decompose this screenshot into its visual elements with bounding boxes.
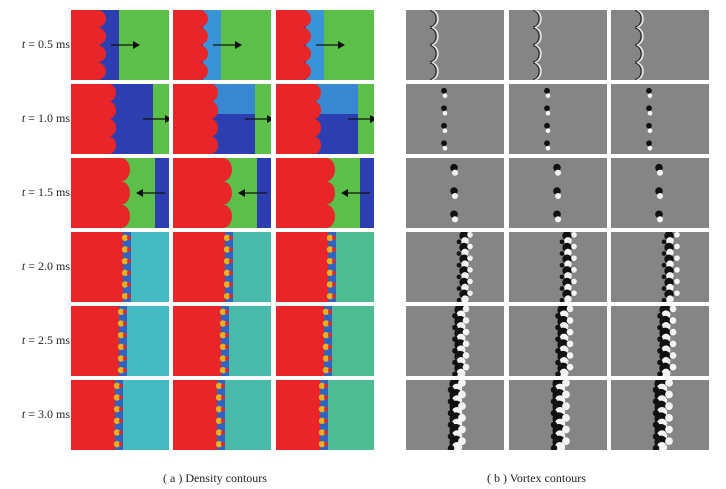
density-contour-panel <box>276 10 374 80</box>
vortex-contour-panel <box>611 306 709 376</box>
vortex-contour-panel <box>509 84 607 154</box>
time-value: = 0.5 ms <box>25 37 70 51</box>
time-variable: t <box>21 111 26 125</box>
density-contour-panel <box>71 84 169 154</box>
time-variable: t <box>21 333 26 347</box>
density-contour-panel <box>173 10 271 80</box>
time-label: t = 2.5 ms <box>0 333 70 348</box>
density-contour-panel <box>71 158 169 228</box>
density-contour-panel <box>276 232 374 302</box>
time-label: t = 0.5 ms <box>0 37 70 52</box>
density-contour-panel <box>173 306 271 376</box>
density-contour-panel <box>276 84 374 154</box>
time-label: t = 1.5 ms <box>0 185 70 200</box>
time-value: = 1.0 ms <box>25 111 70 125</box>
time-value: = 3.0 ms <box>25 407 70 421</box>
time-value: = 2.5 ms <box>25 333 70 347</box>
time-variable: t <box>21 185 26 199</box>
density-contour-panel <box>276 306 374 376</box>
vortex-contour-panel <box>509 232 607 302</box>
density-contour-panel <box>173 232 271 302</box>
time-label: t = 1.0 ms <box>0 111 70 126</box>
vortex-contour-panel <box>611 158 709 228</box>
vortex-contour-panel <box>406 306 504 376</box>
vortex-contour-panel <box>509 380 607 450</box>
vortex-contour-panel <box>611 380 709 450</box>
caption-vortex: ( b ) Vortex contours <box>487 471 586 485</box>
time-variable: t <box>21 407 26 421</box>
vortex-contour-panel <box>509 10 607 80</box>
time-label: t = 2.0 ms <box>0 259 70 274</box>
vortex-contour-panel <box>611 10 709 80</box>
time-variable: t <box>21 259 26 273</box>
vortex-contour-panel <box>406 380 504 450</box>
vortex-contour-panel <box>611 232 709 302</box>
density-contour-panel <box>71 10 169 80</box>
vortex-contour-panel <box>406 158 504 228</box>
density-contour-panel <box>173 84 271 154</box>
density-contour-panel <box>173 158 271 228</box>
vortex-contour-panel <box>406 10 504 80</box>
vortex-contour-panel <box>406 84 504 154</box>
time-value: = 2.0 ms <box>25 259 70 273</box>
time-label: t = 3.0 ms <box>0 407 70 422</box>
density-contour-panel <box>276 158 374 228</box>
density-contour-panel <box>71 380 169 450</box>
density-contour-panel <box>276 380 374 450</box>
caption-density: ( a ) Density contours <box>163 471 267 485</box>
vortex-contour-panel <box>509 158 607 228</box>
vortex-contour-panel <box>509 306 607 376</box>
density-contour-panel <box>71 232 169 302</box>
vortex-contour-panel <box>611 84 709 154</box>
density-contour-panel <box>173 380 271 450</box>
time-variable: t <box>21 37 26 51</box>
time-value: = 1.5 ms <box>25 185 70 199</box>
density-contour-panel <box>71 306 169 376</box>
vortex-contour-panel <box>406 232 504 302</box>
